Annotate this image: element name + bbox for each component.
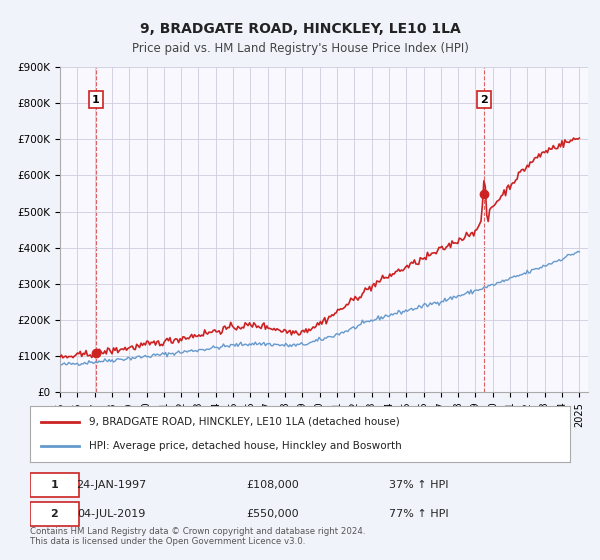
Text: 77% ↑ HPI: 77% ↑ HPI	[389, 509, 449, 519]
Text: Contains HM Land Registry data © Crown copyright and database right 2024.
This d: Contains HM Land Registry data © Crown c…	[30, 526, 365, 546]
Text: 1: 1	[50, 480, 58, 490]
Text: 9, BRADGATE ROAD, HINCKLEY, LE10 1LA: 9, BRADGATE ROAD, HINCKLEY, LE10 1LA	[140, 22, 460, 36]
FancyBboxPatch shape	[30, 473, 79, 497]
Text: Price paid vs. HM Land Registry's House Price Index (HPI): Price paid vs. HM Land Registry's House …	[131, 42, 469, 55]
Text: 04-JUL-2019: 04-JUL-2019	[77, 509, 145, 519]
Text: 1: 1	[92, 95, 100, 105]
Text: 24-JAN-1997: 24-JAN-1997	[76, 480, 146, 490]
Text: HPI: Average price, detached house, Hinckley and Bosworth: HPI: Average price, detached house, Hinc…	[89, 441, 402, 451]
Text: 9, BRADGATE ROAD, HINCKLEY, LE10 1LA (detached house): 9, BRADGATE ROAD, HINCKLEY, LE10 1LA (de…	[89, 417, 400, 427]
Text: 37% ↑ HPI: 37% ↑ HPI	[389, 480, 449, 490]
Text: 2: 2	[480, 95, 488, 105]
Text: £550,000: £550,000	[247, 509, 299, 519]
Text: 2: 2	[50, 509, 58, 519]
Text: £108,000: £108,000	[247, 480, 299, 490]
FancyBboxPatch shape	[30, 502, 79, 526]
